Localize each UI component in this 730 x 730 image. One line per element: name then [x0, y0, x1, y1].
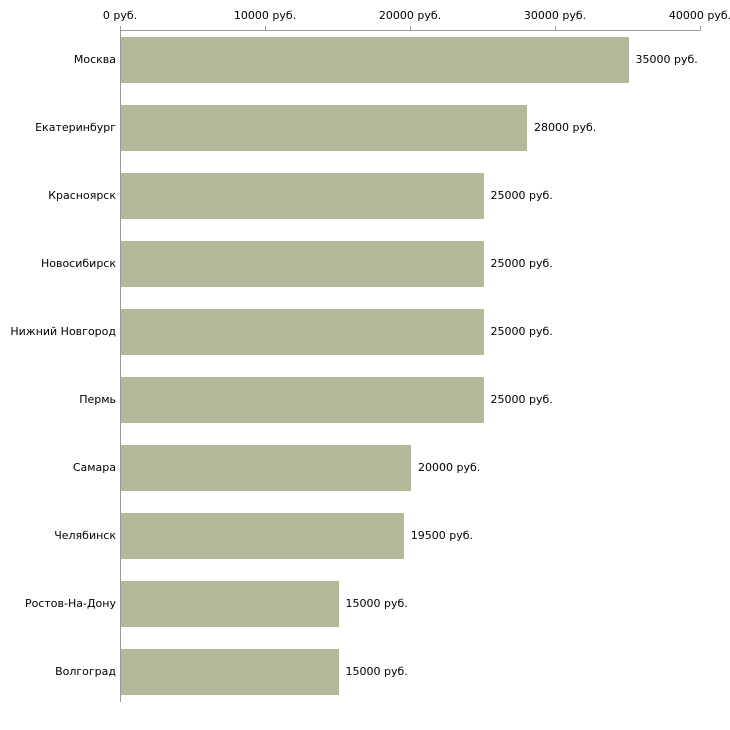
value-label: 25000 руб. — [490, 189, 553, 202]
value-label: 25000 руб. — [490, 325, 553, 338]
category-label: Самара — [72, 461, 116, 474]
value-label: 35000 руб. — [635, 53, 698, 66]
x-axis-tick-mark — [410, 26, 411, 30]
category-label: Москва — [73, 53, 116, 66]
category-label: Волгоград — [55, 665, 116, 678]
value-label: 15000 руб. — [345, 665, 408, 678]
category-label: Красноярск — [48, 189, 116, 202]
bar — [121, 241, 484, 287]
value-label: 19500 руб. — [410, 529, 474, 542]
category-label: Новосибирск — [40, 257, 116, 270]
bar — [121, 445, 411, 491]
x-axis-tick-label: 30000 руб. — [523, 9, 587, 22]
x-axis-tick-mark — [555, 26, 556, 30]
category-label: Екатеринбург — [35, 121, 116, 134]
value-label: 28000 руб. — [534, 121, 597, 134]
x-axis-tick-mark — [265, 26, 266, 30]
x-axis-tick-mark — [700, 26, 701, 30]
bar — [121, 173, 484, 219]
x-axis-tick-label: 0 руб. — [102, 9, 138, 22]
category-label: Нижний Новгород — [10, 325, 116, 338]
bar — [121, 377, 484, 423]
y-axis-line — [120, 30, 121, 702]
bar — [121, 105, 527, 151]
value-label: 20000 руб. — [418, 461, 481, 474]
value-label: 25000 руб. — [490, 393, 553, 406]
value-label: 15000 руб. — [345, 597, 408, 610]
bar — [121, 513, 404, 559]
x-axis-tick-label: 20000 руб. — [378, 9, 442, 22]
category-label: Пермь — [79, 393, 116, 406]
bar — [121, 581, 339, 627]
bar — [121, 649, 339, 695]
category-label: Челябинск — [54, 529, 116, 542]
value-label: 25000 руб. — [490, 257, 553, 270]
x-axis-tick-label: 10000 руб. — [233, 9, 297, 22]
x-axis-tick-label: 40000 руб. — [668, 9, 730, 22]
bar — [121, 37, 629, 83]
bar — [121, 309, 484, 355]
x-axis-tick-mark — [120, 26, 121, 30]
category-label: Ростов-На-Дону — [24, 597, 116, 610]
x-axis-line — [120, 30, 701, 31]
